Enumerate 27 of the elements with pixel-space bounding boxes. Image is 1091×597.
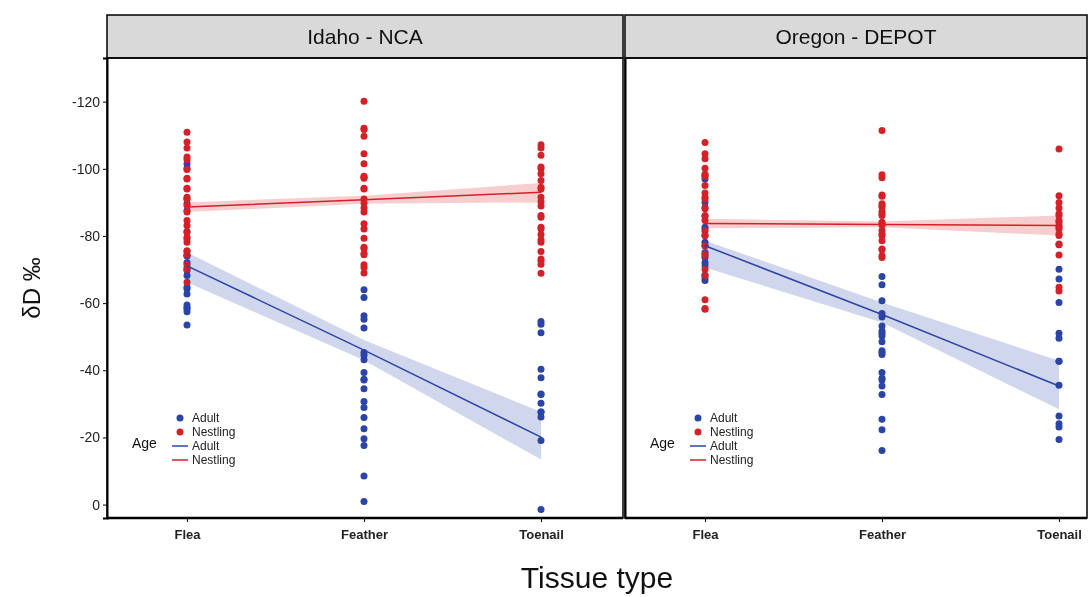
chart-title: Idaho - NCA [307,24,423,48]
x-tick-label: Flea [692,527,720,543]
legend-label: Nestling [192,453,236,467]
x-tick-label: Feather [341,527,388,543]
y-tick-label: -120 [71,93,101,110]
y-tick-label: -40 [79,362,101,379]
y-tick-label: 0 [92,496,101,513]
x-tick-label: Feather [859,527,906,543]
x-tick-label: Flea [174,527,202,543]
y-axis-title: δD ‰ [18,257,45,319]
y-tick-label: -100 [71,160,101,177]
legend-label: Adult [710,439,739,453]
legend-label: Nestling [710,425,754,439]
chart-title: Oregon - DEPOT [775,24,937,48]
legend-label: Nestling [710,453,754,467]
legend-label: Adult [192,411,221,425]
x-tick-label: Toenail [519,527,564,543]
y-tick-label: -20 [79,429,101,446]
y-tick-label: -60 [79,295,101,312]
x-tick-label: Toenail [1037,527,1082,543]
legend-title: Age [650,435,676,451]
legend-title: Age [132,435,158,451]
y-tick-label: -80 [79,227,101,244]
legend-label: Adult [710,411,739,425]
legend-label: Nestling [192,425,236,439]
x-axis-title: Tissue type [520,561,674,594]
legend-label: Adult [192,439,221,453]
